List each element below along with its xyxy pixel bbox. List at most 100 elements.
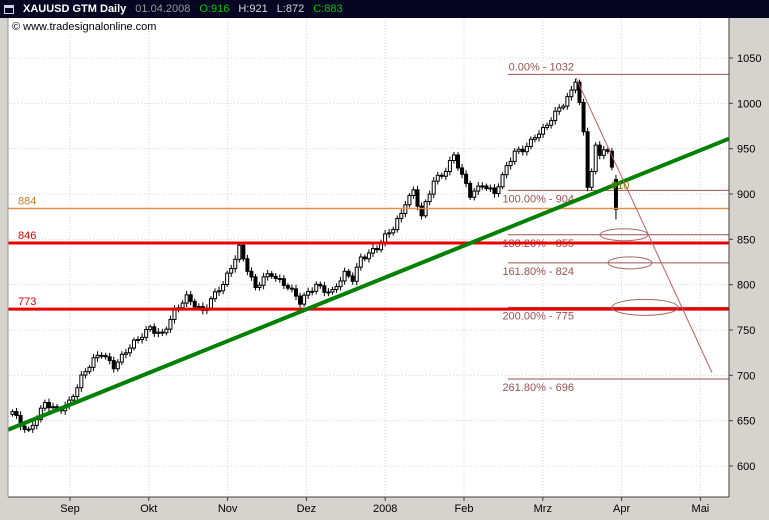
- candle-body: [484, 185, 489, 190]
- candle-body: [435, 174, 440, 182]
- candle-body: [22, 425, 27, 430]
- candle-body: [350, 275, 355, 282]
- candle-body: [334, 286, 339, 291]
- candle-body: [492, 187, 497, 195]
- trendlines[interactable]: 910: [7, 77, 730, 432]
- y-axis-label: 950: [737, 144, 755, 156]
- candle-body: [346, 270, 351, 277]
- candle-body: [476, 185, 481, 192]
- candle-body: [144, 329, 149, 338]
- candle-body: [273, 275, 278, 279]
- candle-body: [585, 131, 590, 188]
- fib-label: 261.80% - 696: [502, 382, 574, 394]
- candle-body: [281, 278, 286, 286]
- window-icon: [4, 4, 14, 14]
- candle-body: [581, 102, 586, 133]
- candle-body: [148, 326, 153, 331]
- ellipse-annotations[interactable]: [599, 228, 679, 316]
- x-axis-label: Feb: [455, 503, 474, 515]
- y-axis-label: 600: [737, 461, 755, 473]
- candle-body: [512, 150, 517, 162]
- candle-body: [391, 229, 396, 234]
- candle-body: [140, 336, 145, 340]
- candle-body: [208, 298, 213, 309]
- candle-body: [439, 174, 444, 177]
- y-axis-label: 800: [737, 280, 755, 292]
- open-value: O:916: [199, 3, 230, 15]
- x-axis-label: 2008: [373, 503, 397, 515]
- candle-body: [419, 205, 424, 217]
- candle-body: [411, 189, 416, 197]
- candle-body: [549, 120, 554, 126]
- downtrend-line[interactable]: [575, 77, 713, 373]
- candle-body: [601, 149, 606, 156]
- x-axis-label: Okt: [140, 503, 157, 515]
- candle-body: [472, 190, 477, 198]
- x-axis-label: Nov: [218, 503, 238, 515]
- candle-body: [366, 252, 371, 260]
- candle-body: [160, 331, 165, 334]
- candle-body: [95, 354, 100, 359]
- candle-body: [358, 256, 363, 268]
- price-label-884: 884: [18, 196, 36, 208]
- candle-body: [294, 288, 298, 297]
- candle-body: [111, 360, 116, 370]
- candle-body: [192, 300, 197, 308]
- x-axis-label: Mrz: [534, 503, 552, 515]
- price-label-846: 846: [18, 230, 36, 242]
- candle-body: [447, 160, 452, 173]
- fib-label: 161.80% - 824: [502, 266, 574, 278]
- candlestick-series: [10, 78, 618, 433]
- candle-body: [168, 318, 173, 330]
- ellipse-annotation[interactable]: [611, 298, 679, 316]
- candle-body: [326, 291, 331, 294]
- candle-body: [460, 167, 465, 175]
- candle-body: [87, 366, 92, 373]
- candle-body: [613, 178, 618, 210]
- candle-body: [241, 244, 246, 260]
- candle-body: [83, 371, 88, 376]
- candle-body: [338, 280, 343, 288]
- candle-body: [504, 165, 509, 176]
- candle-body: [245, 258, 250, 272]
- ellipse-annotation[interactable]: [607, 256, 653, 270]
- candle-body: [407, 195, 412, 206]
- fib-label: 100.00% - 904: [502, 193, 574, 205]
- candle-body: [456, 154, 460, 169]
- uptrend-line[interactable]: [7, 136, 730, 432]
- candle-body: [589, 170, 594, 188]
- candle-body: [51, 406, 55, 409]
- candle-body: [480, 185, 485, 188]
- candle-body: [298, 295, 303, 305]
- candle-body: [46, 402, 51, 409]
- candle-body: [569, 89, 574, 98]
- candle-body: [79, 374, 84, 389]
- candle-body: [249, 270, 254, 278]
- candle-body: [451, 154, 456, 162]
- candle-body: [528, 138, 533, 147]
- candle-body: [500, 174, 505, 188]
- ellipse-annotation[interactable]: [599, 228, 649, 242]
- candle-body: [123, 352, 128, 355]
- candle-body: [375, 248, 379, 251]
- candle-body: [42, 402, 47, 409]
- candle-body: [152, 326, 157, 334]
- candle-body: [318, 283, 323, 287]
- candle-body: [257, 284, 262, 288]
- candle-body: [233, 258, 238, 270]
- candle-body: [362, 256, 367, 260]
- fib-label: 0.00% - 1032: [509, 61, 574, 73]
- chart-titlebar[interactable]: XAUUSD GTM Daily 01.04.2008 O:916 H:921 …: [0, 0, 769, 18]
- candle-body: [277, 277, 282, 280]
- high-value: H:921: [238, 3, 268, 15]
- y-axis-label: 1000: [737, 98, 761, 110]
- x-axis-label: Mai: [692, 503, 710, 515]
- candle-body: [188, 294, 193, 302]
- candle-body: [253, 276, 258, 288]
- candle-body: [127, 347, 132, 354]
- candle-body: [516, 148, 521, 152]
- support-lines[interactable]: 884 846 773: [8, 196, 729, 311]
